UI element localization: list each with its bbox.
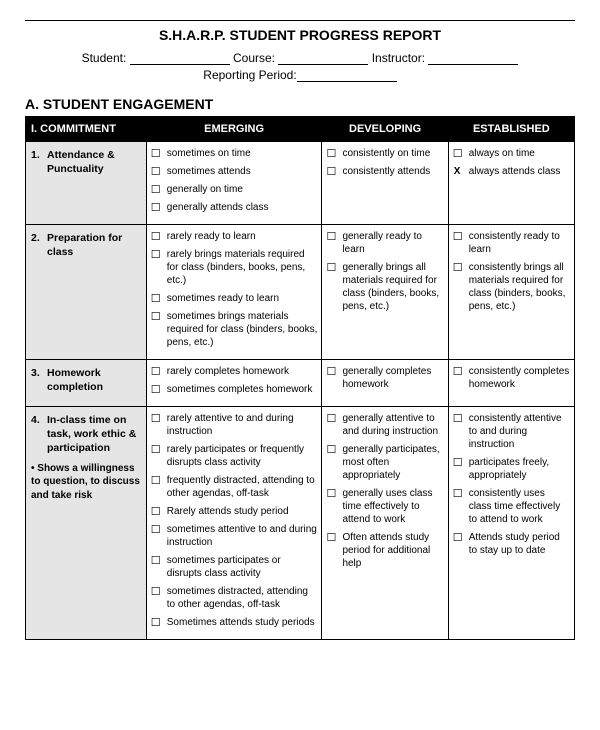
checkbox-item[interactable]: Rarely attends study period: [151, 505, 318, 518]
checkbox-item[interactable]: consistently on time: [326, 147, 443, 160]
row-label: 4.In-class time on task, work ethic & pa…: [26, 407, 147, 640]
cell-developing: generally completes homework: [322, 360, 448, 407]
checkbox-item[interactable]: consistently attentive to and during ins…: [453, 412, 570, 451]
checkbox-item[interactable]: generally attentive to and during instru…: [326, 412, 443, 438]
reporting-label: Reporting Period:: [203, 68, 296, 82]
cell-developing: consistently on time consistently attends: [322, 142, 448, 225]
checkbox-item[interactable]: consistently ready to learn: [453, 230, 570, 256]
row-label: 1.Attendance & Punctuality: [26, 142, 147, 225]
checkbox-item[interactable]: consistently completes homework: [453, 365, 570, 391]
course-blank[interactable]: [278, 53, 368, 65]
checkbox-item[interactable]: sometimes on time: [151, 147, 318, 160]
row-label: 3.Homework completion: [26, 360, 147, 407]
checkbox-item[interactable]: sometimes attentive to and during instru…: [151, 523, 318, 549]
checkbox-item[interactable]: generally on time: [151, 183, 318, 196]
row-label: 2.Preparation for class: [26, 225, 147, 360]
checkbox-item[interactable]: generally completes homework: [326, 365, 443, 391]
checkbox-item[interactable]: Sometimes attends study periods: [151, 616, 318, 629]
section-heading: A. STUDENT ENGAGEMENT: [25, 96, 575, 112]
instructor-label: Instructor:: [372, 51, 425, 65]
header-commitment: I. COMMITMENT: [26, 117, 147, 142]
form-line-2: Reporting Period:: [25, 68, 575, 82]
reporting-blank[interactable]: [297, 70, 397, 82]
checkbox-item[interactable]: consistently brings all materials requir…: [453, 261, 570, 313]
cell-established: consistently attentive to and during ins…: [448, 407, 574, 640]
checkbox-item[interactable]: frequently distracted, attending to othe…: [151, 474, 318, 500]
checkbox-item[interactable]: sometimes participates or disrupts class…: [151, 554, 318, 580]
checkbox-item[interactable]: sometimes ready to learn: [151, 292, 318, 305]
cell-established: always on time always attends class: [448, 142, 574, 225]
cell-emerging: rarely ready to learn rarely brings mater…: [146, 225, 322, 360]
checkbox-item[interactable]: always attends class: [453, 165, 570, 178]
checkbox-item[interactable]: rarely ready to learn: [151, 230, 318, 243]
checkbox-item[interactable]: consistently attends: [326, 165, 443, 178]
checkbox-item[interactable]: rarely brings materials required for cla…: [151, 248, 318, 287]
checkbox-item[interactable]: sometimes distracted, attending to other…: [151, 585, 318, 611]
checkbox-item[interactable]: rarely completes homework: [151, 365, 318, 378]
course-label: Course:: [233, 51, 275, 65]
table-row: 3.Homework completionrarely completes ho…: [26, 360, 575, 407]
cell-developing: generally ready to learn generally brings…: [322, 225, 448, 360]
header-established: ESTABLISHED: [448, 117, 574, 142]
checkbox-item[interactable]: Attends study period to stay up to date: [453, 531, 570, 557]
checkbox-item[interactable]: generally uses class time effectively to…: [326, 487, 443, 526]
table-row: 1.Attendance & Punctualitysometimes on t…: [26, 142, 575, 225]
checkbox-item[interactable]: participates freely, appropriately: [453, 456, 570, 482]
checkbox-item[interactable]: Often attends study period for additiona…: [326, 531, 443, 570]
cell-developing: generally attentive to and during instru…: [322, 407, 448, 640]
student-label: Student:: [82, 51, 127, 65]
header-developing: DEVELOPING: [322, 117, 448, 142]
checkbox-item[interactable]: always on time: [453, 147, 570, 160]
checkbox-item[interactable]: generally brings all materials required …: [326, 261, 443, 313]
form-line-1: Student: Course: Instructor:: [25, 51, 575, 65]
cell-established: consistently completes homework: [448, 360, 574, 407]
checkbox-item[interactable]: sometimes completes homework: [151, 383, 318, 396]
table-row: 2.Preparation for classrarely ready to l…: [26, 225, 575, 360]
report-title: S.H.A.R.P. STUDENT PROGRESS REPORT: [25, 27, 575, 43]
table-header-row: I. COMMITMENT EMERGING DEVELOPING ESTABL…: [26, 117, 575, 142]
header-emerging: EMERGING: [146, 117, 322, 142]
table-row: 4.In-class time on task, work ethic & pa…: [26, 407, 575, 640]
student-blank[interactable]: [130, 53, 230, 65]
checkbox-item[interactable]: rarely participates or frequently disrup…: [151, 443, 318, 469]
checkbox-item[interactable]: generally attends class: [151, 201, 318, 214]
checkbox-item[interactable]: consistently uses class time effectively…: [453, 487, 570, 526]
cell-established: consistently ready to learn consistently …: [448, 225, 574, 360]
checkbox-item[interactable]: generally participates, most often appro…: [326, 443, 443, 482]
rubric-table: I. COMMITMENT EMERGING DEVELOPING ESTABL…: [25, 116, 575, 640]
cell-emerging: rarely completes homework sometimes compl…: [146, 360, 322, 407]
checkbox-item[interactable]: sometimes attends: [151, 165, 318, 178]
cell-emerging: rarely attentive to and during instructi…: [146, 407, 322, 640]
cell-emerging: sometimes on time sometimes attends genera…: [146, 142, 322, 225]
instructor-blank[interactable]: [428, 53, 518, 65]
checkbox-item[interactable]: generally ready to learn: [326, 230, 443, 256]
checkbox-item[interactable]: rarely attentive to and during instructi…: [151, 412, 318, 438]
checkbox-item[interactable]: sometimes brings materials required for …: [151, 310, 318, 349]
